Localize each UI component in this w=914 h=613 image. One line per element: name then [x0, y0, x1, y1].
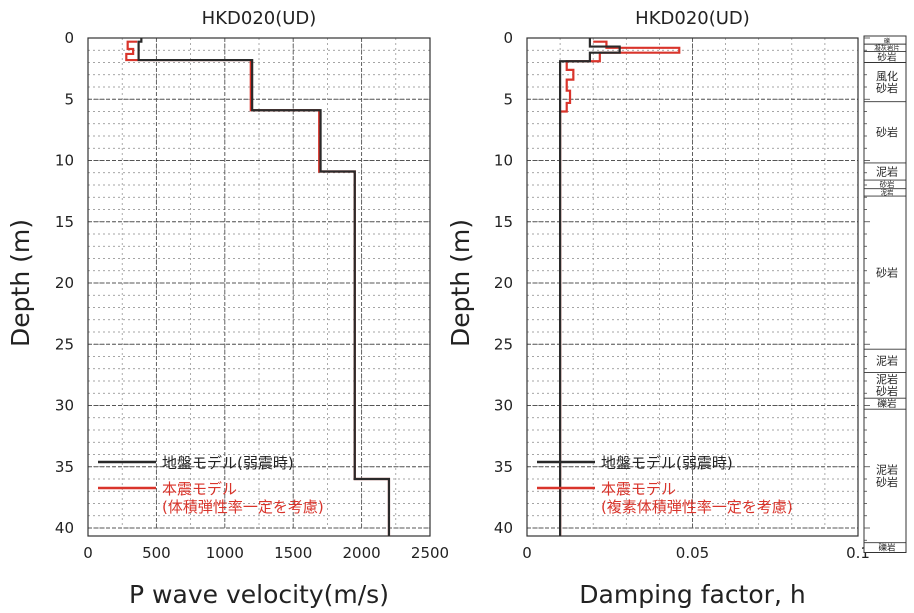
y-tick-label: 0 — [64, 29, 74, 47]
y-tick-label: 15 — [55, 213, 74, 231]
geology-frame — [863, 35, 907, 553]
y-tick-label: 20 — [494, 274, 513, 292]
x-tick-label: 500 — [142, 544, 171, 562]
x-tick-label: 0.05 — [676, 544, 709, 562]
series-line-1 — [558, 38, 621, 536]
y-tick-label: 40 — [55, 519, 74, 537]
y-tick-label: 20 — [55, 274, 74, 292]
chart-2: 0 0.05 0.10510152025303540HKD020(UD)Dampin… — [446, 8, 870, 609]
geology-layer-label: 砂岩 — [877, 51, 897, 63]
legend-label: 本震モデル — [601, 480, 676, 498]
geology-layer-label: 砂岩 — [876, 384, 898, 398]
x-axis-label: P wave velocity(m/s) — [129, 580, 389, 609]
geology-layer-label: 砂岩 — [876, 265, 898, 279]
geology-layer-label: 礫 — [884, 37, 890, 45]
plot-frame — [87, 37, 431, 537]
y-tick-label: 0 — [503, 29, 513, 47]
legend-label: (体積弾性率一定を考慮) — [162, 498, 324, 516]
y-tick-label: 5 — [503, 90, 513, 108]
y-tick-label: 25 — [494, 335, 513, 353]
geology-layer-label: 礫岩 — [877, 398, 897, 410]
y-tick-label: 35 — [494, 458, 513, 476]
y-tick-label: 5 — [64, 90, 74, 108]
legend-label: 本震モデル — [162, 480, 237, 498]
legend-label: 地盤モデル(弱震時) — [162, 454, 294, 472]
x-tick-label: 1000 — [206, 544, 244, 562]
x-tick-label: 1500 — [274, 544, 312, 562]
y-tick-label: 30 — [55, 397, 74, 415]
chart-title: HKD020(UD) — [635, 8, 750, 29]
y-tick-label: 35 — [55, 458, 74, 476]
y-tick-label: 30 — [494, 397, 513, 415]
x-tick-label: 0 — [83, 544, 93, 562]
geology-layer-label: 泥岩 — [876, 372, 898, 386]
chart-1: 0 500 1000 1500 2000 2500 0 5 10 15 20 25 30 35 40 HKD0… — [6, 8, 449, 609]
series-line-1 — [137, 38, 391, 536]
y-tick-label: 10 — [55, 152, 74, 170]
legend: 地盤モデル(弱震時) 本震モデル(複素体積弾性率一定を考慮) — [537, 454, 793, 516]
x-tick-label: 2500 — [411, 544, 449, 562]
y-tick-label: 25 — [55, 335, 74, 353]
geology-layer-label: 砂岩 — [876, 125, 898, 139]
series-line-2 — [558, 40, 681, 536]
legend-label: (複素体積弾性率一定を考慮) — [601, 498, 793, 516]
geology-layer-label: 泥岩 — [876, 463, 898, 477]
geology-layer-label: 凝灰岩片 — [874, 43, 900, 52]
legend: 地盤モデル(弱震時) 本震モデル(体積弾性率一定を考慮) — [98, 454, 324, 516]
x-tick-label: 2000 — [343, 544, 381, 562]
geology-layer-label: 泥岩 — [876, 164, 898, 178]
geology-layer-label: 泥岩 — [881, 188, 894, 197]
y-axis-label: Depth (m) — [6, 219, 35, 347]
chart-title: HKD020(UD) — [202, 8, 317, 29]
geology-layer-label: 砂岩 — [876, 81, 898, 95]
x-axis-label: Damping factor, h — [579, 580, 805, 609]
geology-layer-label: 砂岩 — [876, 475, 898, 489]
geology-layer-label: 礫岩 — [878, 543, 896, 554]
y-axis-label: Depth (m) — [446, 219, 475, 347]
geology-layer-label: 泥岩 — [876, 354, 898, 368]
y-tick-label: 40 — [494, 519, 513, 537]
y-tick-label: 15 — [494, 213, 513, 231]
geology-layer-label: 風化 — [876, 69, 898, 83]
geology-layer-label: 砂岩 — [880, 179, 895, 189]
legend-label: 地盤モデル(弱震時) — [601, 454, 733, 472]
plot-frame — [526, 37, 859, 537]
x-tick-label: 0 — [522, 544, 532, 562]
y-tick-label: 10 — [494, 152, 513, 170]
